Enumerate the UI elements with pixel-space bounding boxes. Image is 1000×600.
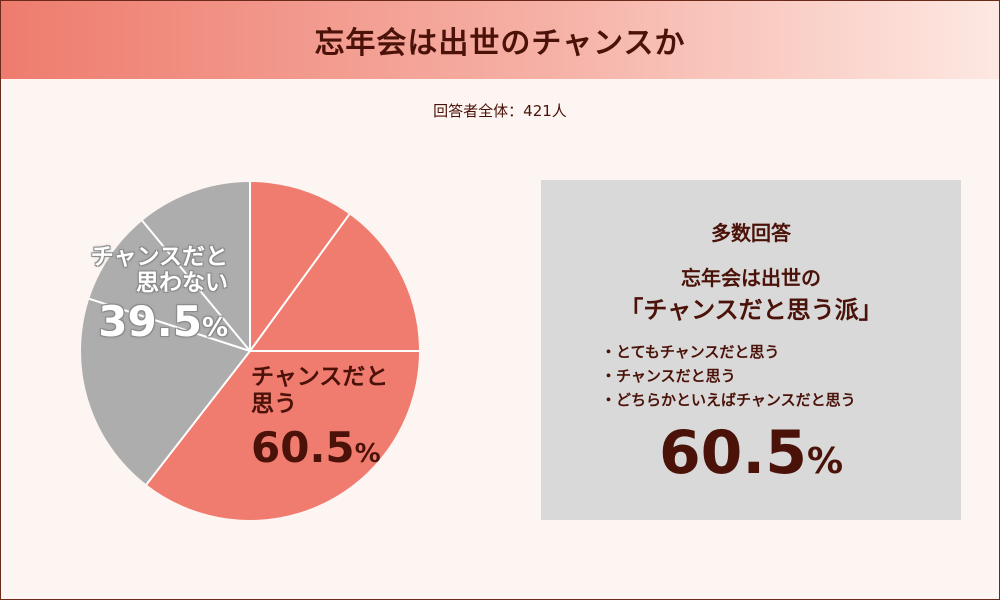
slice-value-yes-number: 60.5 bbox=[251, 423, 355, 472]
slice-value-no-percent: % bbox=[201, 313, 228, 343]
slice-value-yes-percent: % bbox=[354, 439, 381, 469]
summary-subheading-2: 「チャンスだと思う派」 bbox=[619, 296, 883, 324]
slice-label-no: チャンスだと 思わない 39.5% bbox=[78, 244, 228, 352]
slice-label-yes-line2: 思う bbox=[251, 391, 297, 417]
summary-list-item: チャンスだと思う bbox=[601, 364, 856, 388]
slice-label-no-line1: チャンスだと bbox=[90, 244, 228, 270]
pie-divider-line bbox=[141, 220, 251, 352]
pie-slice-no bbox=[81, 182, 250, 485]
pie-divider-line bbox=[145, 350, 251, 486]
summary-heading: 多数回答 bbox=[711, 221, 791, 245]
chart-title: 忘年会は出世のチャンスか bbox=[314, 26, 686, 61]
slice-value-yes: 60.5% bbox=[251, 422, 431, 480]
slice-label-no-line2: 思わない bbox=[136, 270, 228, 296]
summary-percentage: 60.5% bbox=[541, 418, 961, 488]
summary-box: 多数回答 忘年会は出世の 「チャンスだと思う派」 とてもチャンスだと思う チャン… bbox=[541, 180, 961, 520]
respondent-count: 回答者全体：421人 bbox=[433, 102, 567, 120]
slice-label-yes: チャンスだと 思う 60.5% bbox=[251, 364, 431, 480]
slice-value-no: 39.5% bbox=[78, 298, 228, 352]
summary-list-item: どちらかといえばチャンスだと思う bbox=[601, 388, 856, 412]
slice-label-yes-line1: チャンスだと bbox=[251, 364, 389, 390]
pie-divider-line bbox=[249, 213, 351, 352]
summary-percentage-sign: % bbox=[806, 441, 844, 482]
slice-value-no-number: 39.5 bbox=[98, 297, 202, 346]
summary-list-item: とてもチャンスだと思う bbox=[601, 340, 856, 364]
pie-chart bbox=[81, 182, 420, 520]
summary-percentage-number: 60.5 bbox=[658, 418, 807, 488]
title-bar: 忘年会は出世のチャンスか bbox=[1, 1, 999, 79]
pie-divider-line bbox=[88, 297, 251, 352]
summary-list: とてもチャンスだと思う チャンスだと思う どちらかといえばチャンスだと思う bbox=[601, 340, 856, 412]
summary-subheading-1: 忘年会は出世の bbox=[681, 266, 821, 290]
